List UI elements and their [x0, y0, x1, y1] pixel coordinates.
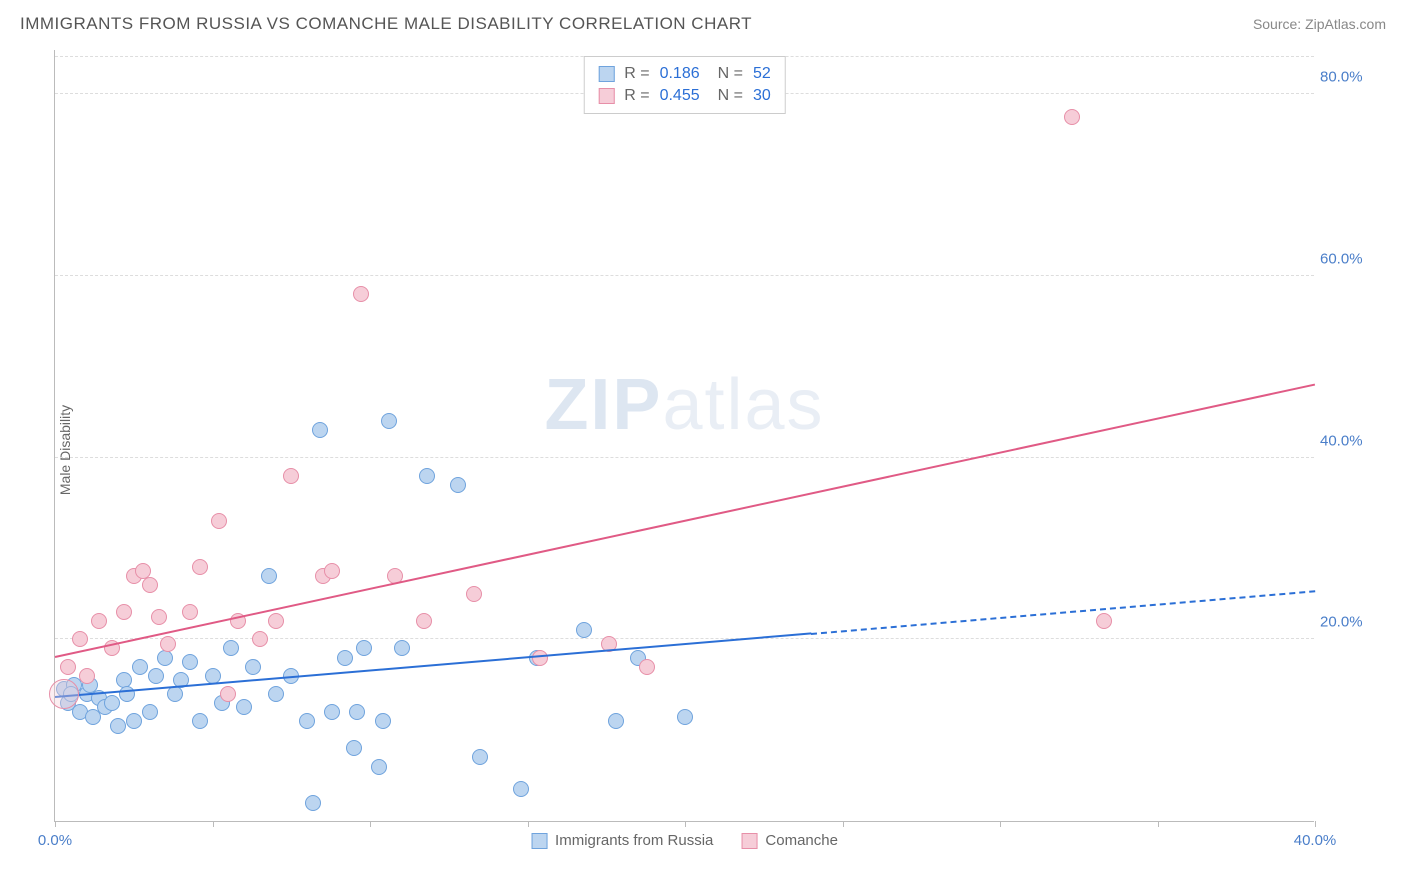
y-tick-label: 20.0% — [1320, 614, 1376, 631]
gridline — [55, 457, 1314, 458]
x-tick — [843, 821, 844, 827]
x-tick-label: 0.0% — [38, 832, 72, 849]
data-point-comanche — [252, 631, 268, 647]
data-point-comanche — [151, 609, 167, 625]
data-point-russia — [419, 468, 435, 484]
legend-stats: R = 0.186 N = 52 R = 0.455 N = 30 — [583, 56, 786, 114]
data-point-russia — [472, 749, 488, 765]
y-tick-label: 60.0% — [1320, 251, 1376, 268]
data-point-comanche — [60, 659, 76, 675]
data-point-comanche — [639, 659, 655, 675]
data-point-russia — [576, 622, 592, 638]
data-point-russia — [381, 413, 397, 429]
page-title: IMMIGRANTS FROM RUSSIA VS COMANCHE MALE … — [20, 14, 752, 34]
data-point-russia — [110, 718, 126, 734]
trend-line — [811, 590, 1315, 635]
data-point-russia — [356, 640, 372, 656]
data-point-comanche — [324, 563, 340, 579]
data-point-russia — [223, 640, 239, 656]
data-point-russia — [346, 740, 362, 756]
data-point-russia — [142, 704, 158, 720]
x-tick — [370, 821, 371, 827]
data-point-russia — [349, 704, 365, 720]
data-point-comanche — [142, 577, 158, 593]
data-point-comanche — [79, 668, 95, 684]
data-point-russia — [192, 713, 208, 729]
data-point-russia — [677, 709, 693, 725]
data-point-russia — [268, 686, 284, 702]
data-point-russia — [513, 781, 529, 797]
data-point-russia — [157, 650, 173, 666]
x-tick — [213, 821, 214, 827]
data-point-russia — [119, 686, 135, 702]
y-tick-label: 40.0% — [1320, 432, 1376, 449]
data-point-comanche — [91, 613, 107, 629]
data-point-comanche — [72, 631, 88, 647]
source-attribution: Source: ZipAtlas.com — [1253, 16, 1386, 32]
data-point-russia — [371, 759, 387, 775]
legend-stats-row-comanche: R = 0.455 N = 30 — [598, 85, 771, 107]
data-point-russia — [337, 650, 353, 666]
data-point-russia — [450, 477, 466, 493]
data-point-russia — [245, 659, 261, 675]
legend-item-russia: Immigrants from Russia — [531, 832, 713, 849]
data-point-comanche — [1064, 109, 1080, 125]
data-point-comanche — [416, 613, 432, 629]
data-point-russia — [236, 699, 252, 715]
data-point-russia — [608, 713, 624, 729]
data-point-comanche — [220, 686, 236, 702]
swatch-russia — [531, 833, 547, 849]
data-point-russia — [299, 713, 315, 729]
x-tick — [1000, 821, 1001, 827]
data-point-comanche — [268, 613, 284, 629]
data-point-russia — [126, 713, 142, 729]
data-point-russia — [305, 795, 321, 811]
data-point-russia — [104, 695, 120, 711]
gridline — [55, 275, 1314, 276]
swatch-comanche — [741, 833, 757, 849]
swatch-russia — [598, 66, 614, 82]
x-tick — [528, 821, 529, 827]
data-point-russia — [324, 704, 340, 720]
x-tick — [1315, 821, 1316, 827]
data-point-comanche — [182, 604, 198, 620]
x-tick — [685, 821, 686, 827]
data-point-comanche — [466, 586, 482, 602]
data-point-comanche — [283, 468, 299, 484]
x-tick — [1158, 821, 1159, 827]
data-point-comanche — [160, 636, 176, 652]
data-point-comanche — [192, 559, 208, 575]
x-tick — [55, 821, 56, 827]
legend-series: Immigrants from Russia Comanche — [531, 832, 838, 849]
cluster-marker — [49, 679, 79, 709]
y-tick-label: 80.0% — [1320, 69, 1376, 86]
swatch-comanche — [598, 88, 614, 104]
x-tick-label: 40.0% — [1294, 832, 1337, 849]
watermark: ZIPatlas — [544, 364, 824, 446]
data-point-comanche — [1096, 613, 1112, 629]
trend-line — [55, 383, 1315, 657]
data-point-russia — [312, 422, 328, 438]
chart-container: Male Disability ZIPatlas R = 0.186 N = 5… — [48, 50, 1358, 850]
data-point-russia — [375, 713, 391, 729]
scatter-plot: ZIPatlas R = 0.186 N = 52 R = 0.455 N = … — [54, 50, 1314, 822]
legend-stats-row-russia: R = 0.186 N = 52 — [598, 63, 771, 85]
legend-item-comanche: Comanche — [741, 832, 838, 849]
data-point-comanche — [211, 513, 227, 529]
gridline — [55, 638, 1314, 639]
data-point-russia — [132, 659, 148, 675]
data-point-comanche — [353, 286, 369, 302]
data-point-russia — [148, 668, 164, 684]
data-point-comanche — [116, 604, 132, 620]
data-point-russia — [261, 568, 277, 584]
data-point-russia — [182, 654, 198, 670]
data-point-russia — [394, 640, 410, 656]
